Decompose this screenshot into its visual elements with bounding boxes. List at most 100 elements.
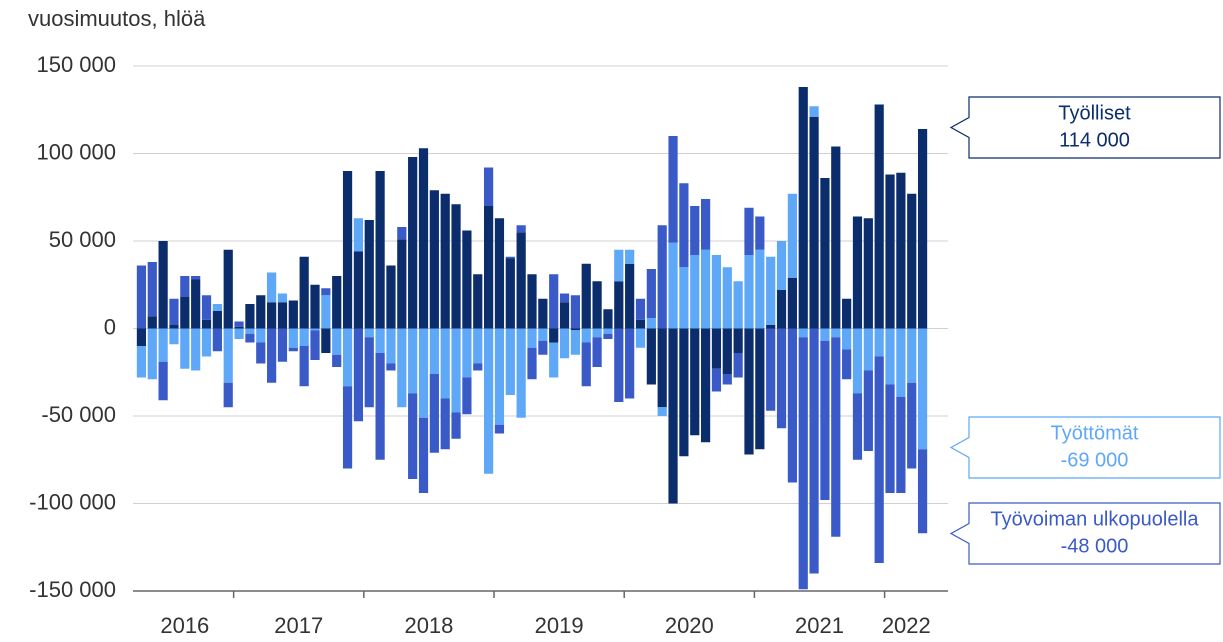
bar-segment xyxy=(907,328,917,383)
bar-segment xyxy=(136,346,147,378)
bar-segment xyxy=(733,328,743,353)
bar-segment xyxy=(917,449,928,534)
bar-segment xyxy=(733,353,743,378)
bar-segment xyxy=(776,290,787,329)
bar-segment xyxy=(722,374,732,385)
bar-segment xyxy=(484,206,494,329)
bar-segment xyxy=(245,333,255,343)
y-axis-title: vuosimuutos, hlöä xyxy=(28,6,206,31)
bar-segment xyxy=(603,333,613,339)
bar-segment xyxy=(234,328,244,339)
bar-segment xyxy=(418,417,429,493)
bar-segment xyxy=(549,342,559,378)
bar-segment xyxy=(494,424,505,434)
bar-segment xyxy=(538,298,548,329)
bar-segment xyxy=(668,242,678,329)
bar-segment xyxy=(136,328,147,346)
bar-segment xyxy=(625,328,635,399)
bar-segment xyxy=(288,300,298,329)
bar-segment xyxy=(462,230,472,329)
bar-segment xyxy=(766,325,776,329)
bar-segment xyxy=(863,218,873,329)
bar-segment xyxy=(267,272,277,303)
bar-segment xyxy=(700,328,711,443)
bar-segment xyxy=(852,328,863,394)
bar-segment xyxy=(831,337,841,537)
y-tick-label: 150 000 xyxy=(36,52,116,77)
y-tick-label: 100 000 xyxy=(36,139,116,164)
bar-segment xyxy=(711,368,722,392)
bar-segment xyxy=(169,328,179,345)
bar-segment xyxy=(592,328,602,338)
bar-segment xyxy=(473,328,483,364)
bar-segment xyxy=(766,256,776,325)
bar-segment xyxy=(147,316,157,329)
bar-segment xyxy=(831,146,841,329)
callout-name: Työlliset xyxy=(1058,102,1131,124)
bar-segment xyxy=(397,239,407,329)
bar-segment xyxy=(787,328,797,483)
bar-segment xyxy=(223,382,233,408)
bar-segment xyxy=(625,249,635,264)
bar-segment xyxy=(299,346,309,387)
bar-segment xyxy=(668,136,678,243)
bar-segment xyxy=(538,328,548,341)
bar-segment xyxy=(690,328,700,436)
bar-segment xyxy=(917,129,928,329)
bar-segment xyxy=(180,276,190,297)
bar-segment xyxy=(321,295,331,329)
bar-segment xyxy=(603,328,613,334)
bar-segment xyxy=(451,204,461,329)
callout-name: Työttömät xyxy=(1051,422,1139,444)
callout-box xyxy=(949,96,1221,159)
bar-segment xyxy=(418,148,429,329)
bar-segment xyxy=(180,297,190,329)
bar-segment xyxy=(852,393,863,460)
bar-segment xyxy=(592,337,602,367)
bar-segment xyxy=(635,319,646,329)
bar-segment xyxy=(386,363,396,371)
bar-segment xyxy=(342,171,353,329)
bar-segment xyxy=(722,328,732,374)
bar-segment xyxy=(191,276,201,280)
bar-segment xyxy=(614,328,624,402)
bar-segment xyxy=(494,328,505,425)
bar-segment xyxy=(635,298,646,320)
x-tick-label: 2016 xyxy=(160,613,209,638)
bar-segment xyxy=(191,279,201,329)
bar-segment xyxy=(212,304,222,311)
bar-segment xyxy=(679,183,689,268)
bar-segment xyxy=(429,374,439,453)
bar-segment xyxy=(711,255,722,329)
bar-segment xyxy=(581,263,591,329)
bar-segment xyxy=(570,328,580,331)
x-tick-label: 2017 xyxy=(274,613,323,638)
bar-segment xyxy=(755,216,765,250)
bar-segment xyxy=(440,193,450,329)
bar-segment xyxy=(842,349,852,380)
bar-segment xyxy=(375,171,385,329)
bar-segment xyxy=(136,265,147,329)
bar-segment xyxy=(386,328,396,364)
bar-segment xyxy=(516,232,526,329)
bar-segment xyxy=(668,328,678,504)
bar-segment xyxy=(809,116,819,329)
bar-segment xyxy=(201,328,212,357)
bar-segment xyxy=(755,328,765,450)
bar-segment xyxy=(516,225,526,233)
bar-segment xyxy=(158,241,168,329)
bar-segment xyxy=(766,328,776,411)
bar-segment xyxy=(657,225,667,329)
bar-segment xyxy=(798,87,808,329)
bar-segment xyxy=(158,361,168,401)
bar-segment xyxy=(646,318,656,329)
bar-segment xyxy=(408,328,418,394)
bar-segment xyxy=(874,356,884,563)
bar-segment xyxy=(375,353,385,460)
callout-value: -48 000 xyxy=(1061,535,1129,557)
bar-segment xyxy=(874,104,884,329)
bar-segment xyxy=(690,255,700,329)
bar-segment xyxy=(375,328,385,353)
bar-segment xyxy=(646,328,656,385)
bar-segment xyxy=(256,295,266,329)
